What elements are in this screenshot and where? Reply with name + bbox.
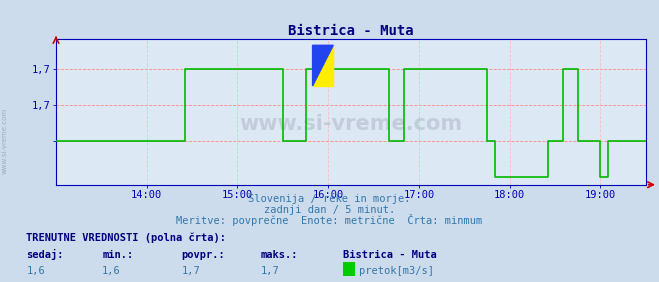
Text: www.si-vreme.com: www.si-vreme.com <box>239 114 463 134</box>
Text: min.:: min.: <box>102 250 133 260</box>
Text: 1,6: 1,6 <box>26 266 45 276</box>
Text: 1,7: 1,7 <box>260 266 279 276</box>
Text: povpr.:: povpr.: <box>181 250 225 260</box>
Text: www.si-vreme.com: www.si-vreme.com <box>1 108 8 174</box>
Text: Meritve: povprečne  Enote: metrične  Črta: minmum: Meritve: povprečne Enote: metrične Črta:… <box>177 214 482 226</box>
Polygon shape <box>312 45 333 86</box>
Text: sedaj:: sedaj: <box>26 249 64 260</box>
Text: pretok[m3/s]: pretok[m3/s] <box>359 266 434 276</box>
Text: zadnji dan / 5 minut.: zadnji dan / 5 minut. <box>264 205 395 215</box>
Text: Slovenija / reke in morje.: Slovenija / reke in morje. <box>248 194 411 204</box>
Text: 1,7: 1,7 <box>181 266 200 276</box>
Text: 1,6: 1,6 <box>102 266 121 276</box>
Title: Bistrica - Muta: Bistrica - Muta <box>288 24 414 38</box>
Text: TRENUTNE VREDNOSTI (polna črta):: TRENUTNE VREDNOSTI (polna črta): <box>26 233 226 243</box>
Text: maks.:: maks.: <box>260 250 298 260</box>
Text: Bistrica - Muta: Bistrica - Muta <box>343 250 436 260</box>
Polygon shape <box>312 45 333 86</box>
